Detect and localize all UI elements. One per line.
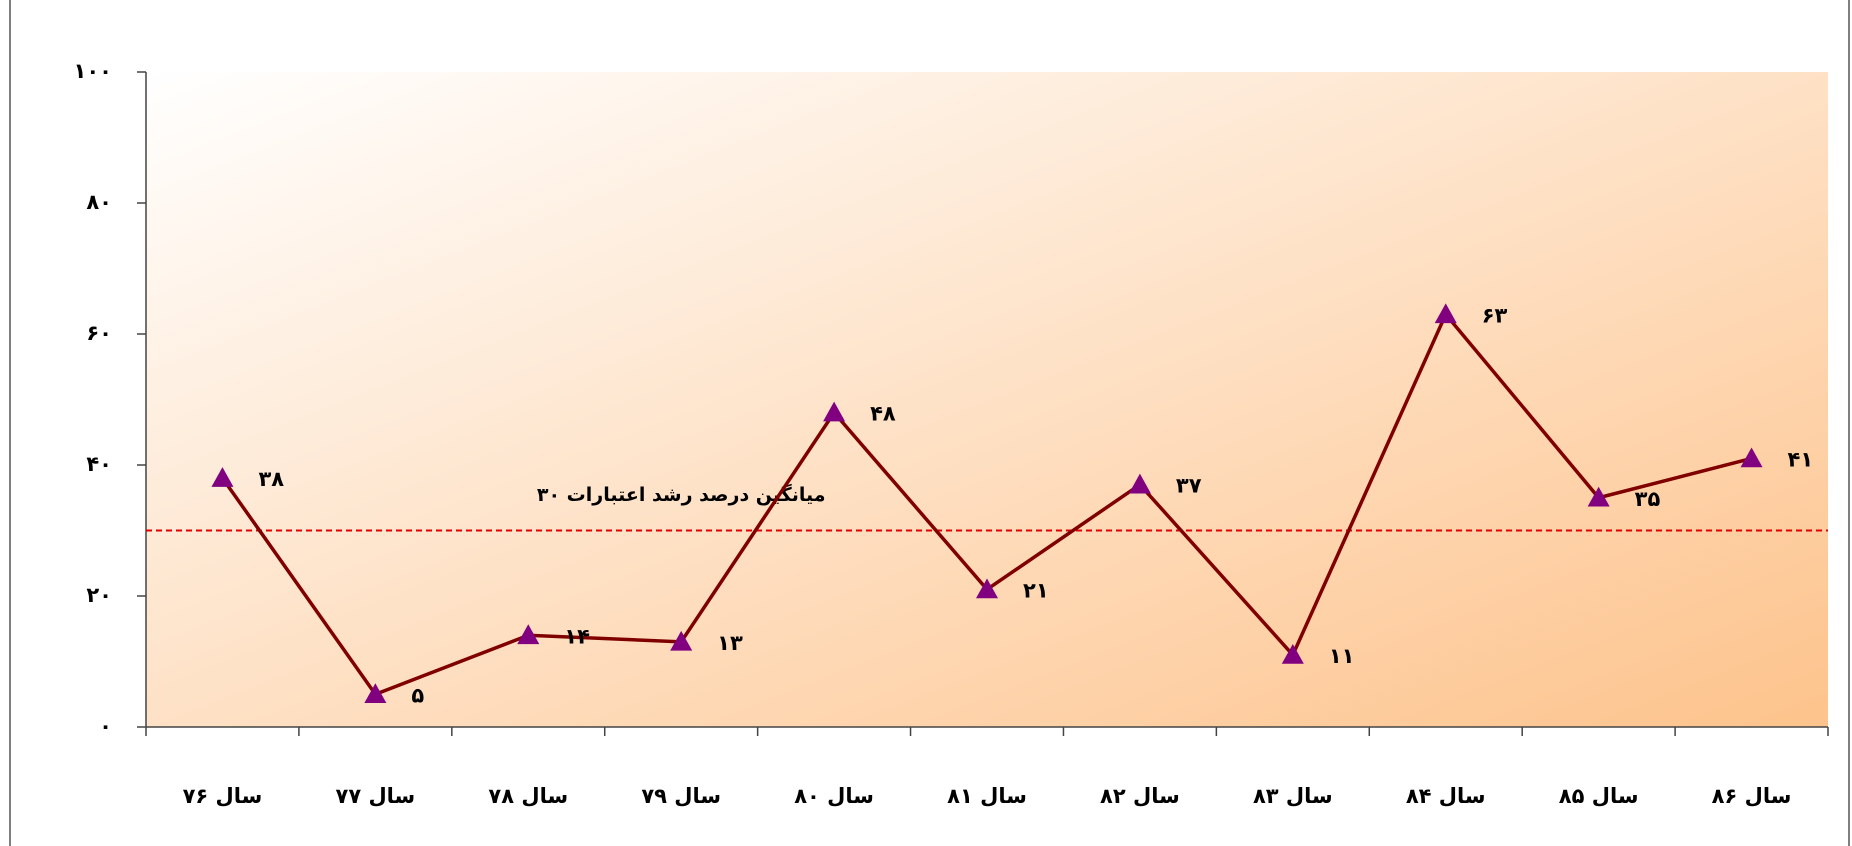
- x-tick-label: سال ۷۷: [336, 784, 416, 808]
- data-label: ۴۸: [870, 402, 896, 426]
- x-tick-label: سال ۷۶: [183, 784, 263, 808]
- x-tick-label: سال ۸۰: [794, 784, 874, 808]
- y-tick-label: ۱۰۰: [74, 59, 112, 83]
- data-label: ۱۴: [564, 624, 590, 648]
- data-label: ۵: [411, 683, 424, 707]
- data-label: ۴۱: [1788, 447, 1814, 471]
- x-tick-label: سال ۸۶: [1712, 784, 1792, 808]
- marker: [211, 467, 234, 487]
- data-label: ۳۵: [1635, 487, 1661, 511]
- marker: [976, 578, 998, 599]
- marker: [517, 624, 540, 645]
- y-tick-label: ۸۰: [86, 190, 112, 214]
- marker: [1128, 473, 1151, 494]
- y-tick-label: ۰: [99, 714, 112, 738]
- marker: [1281, 643, 1304, 664]
- marker: [1587, 486, 1610, 507]
- marker: [364, 683, 387, 704]
- data-label: ۱۱: [1329, 644, 1355, 668]
- y-tick-label: ۲۰: [86, 583, 112, 607]
- reference-label: میانگین درصد رشد اعتبارات ۳۰: [537, 483, 826, 506]
- plot-area: [146, 72, 1828, 727]
- data-label: ۱۳: [717, 631, 743, 655]
- x-tick-label: سال ۸۵: [1559, 784, 1639, 808]
- marker: [1434, 303, 1457, 324]
- data-label: ۳۸: [258, 467, 284, 491]
- data-label: ۲۱: [1023, 578, 1049, 602]
- marker: [1740, 447, 1763, 468]
- data-label: ۶۳: [1482, 303, 1508, 327]
- x-tick-label: سال ۸۳: [1253, 784, 1333, 808]
- x-tick-label: سال ۸۱: [947, 784, 1027, 808]
- marker: [670, 630, 693, 651]
- x-tick-label: سال ۷۸: [488, 784, 568, 808]
- data-label: ۳۷: [1176, 474, 1202, 498]
- marker: [823, 401, 846, 422]
- x-tick-label: سال ۷۹: [641, 784, 721, 808]
- x-tick-label: سال ۸۴: [1406, 784, 1486, 808]
- y-tick-label: ۴۰: [86, 452, 112, 476]
- x-tick-label: سال ۸۲: [1100, 784, 1180, 808]
- y-tick-label: ۶۰: [86, 321, 112, 345]
